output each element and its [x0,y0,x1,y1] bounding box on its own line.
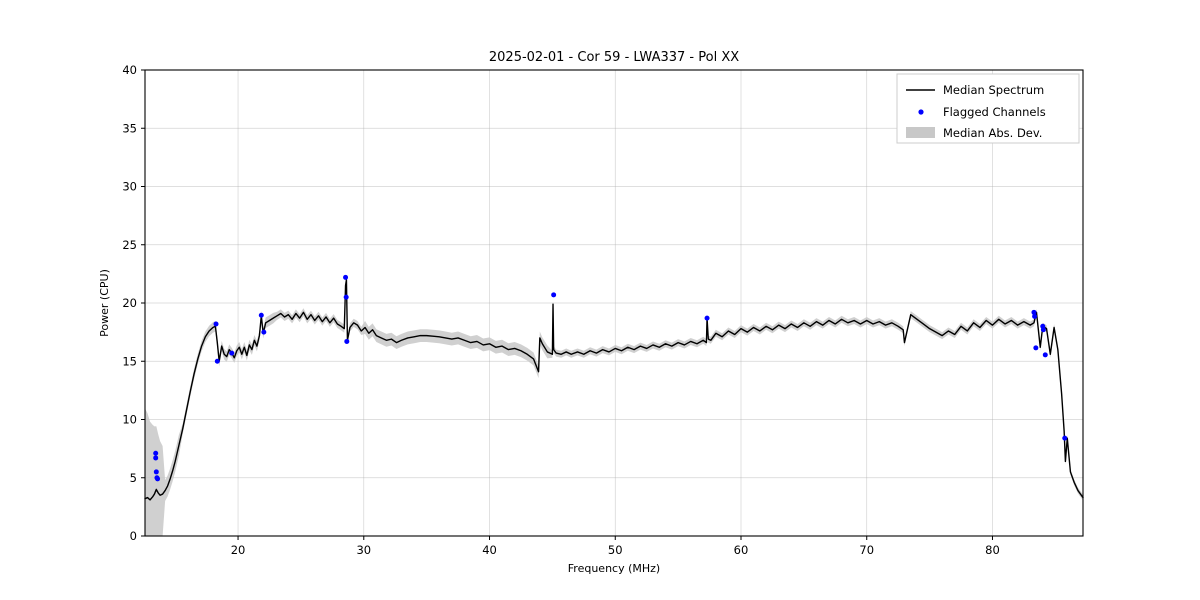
x-tick-label: 80 [985,543,1000,557]
flagged-channels-markers[interactable] [153,274,1068,482]
legend-label-median-spectrum: Median Spectrum [943,83,1044,97]
flagged-channel-point[interactable] [153,455,159,461]
x-tick-label: 20 [231,543,246,557]
flagged-channel-point[interactable] [551,292,557,298]
flagged-channel-point[interactable] [343,294,349,300]
x-axis-label: Frequency (MHz) [568,562,660,575]
flagged-channel-point[interactable] [153,469,159,475]
y-tick-label: 20 [122,296,137,310]
flagged-channel-point[interactable] [704,315,710,321]
flagged-channel-point[interactable] [1033,345,1039,351]
x-tick-label: 70 [859,543,874,557]
median-abs-dev-band [145,275,1083,536]
y-tick-label: 25 [122,238,137,252]
flagged-channel-point[interactable] [155,476,161,482]
flagged-channel-point[interactable] [344,338,350,344]
x-tick-label: 60 [734,543,749,557]
flagged-channel-point[interactable] [153,450,159,456]
flagged-channel-point[interactable] [1062,435,1068,441]
y-tick-label: 15 [122,354,137,368]
flagged-channel-point[interactable] [258,312,264,318]
legend-label-median-abs-dev: Median Abs. Dev. [943,126,1042,140]
flagged-channel-point[interactable] [1040,327,1046,333]
flagged-channel-point[interactable] [343,274,349,280]
flagged-channel-point[interactable] [229,350,235,356]
flagged-channel-point[interactable] [214,358,220,364]
x-tick-label: 50 [608,543,623,557]
y-tick-label: 10 [122,413,137,427]
y-tick-label: 0 [130,529,137,543]
flagged-channel-point[interactable] [261,329,267,335]
flagged-channel-point[interactable] [1042,352,1048,358]
legend-dot-icon [918,109,924,115]
y-tick-label: 5 [130,471,137,485]
y-tick-label: 40 [122,63,137,77]
plot-title: 2025-02-01 - Cor 59 - LWA337 - Pol XX [489,50,739,65]
x-tick-label: 40 [482,543,497,557]
legend: Median Spectrum Flagged Channels Median … [896,73,1080,144]
x-axis-ticks: 20 30 40 50 60 70 80 [231,536,1000,557]
legend-patch-icon [906,127,935,138]
grid-lines [145,70,1083,536]
flagged-channel-point[interactable] [1031,309,1037,315]
y-axis-ticks: 0 5 10 15 20 25 30 35 40 [122,63,145,543]
y-tick-label: 35 [122,121,137,135]
flagged-channel-point[interactable] [213,321,219,327]
flagged-channel-point[interactable] [1032,313,1038,319]
y-axis-label: Power (CPU) [98,269,111,337]
x-tick-label: 30 [356,543,371,557]
legend-label-flagged-channels: Flagged Channels [943,105,1046,119]
y-tick-label: 30 [122,180,137,194]
median-spectrum-line [144,279,1084,501]
